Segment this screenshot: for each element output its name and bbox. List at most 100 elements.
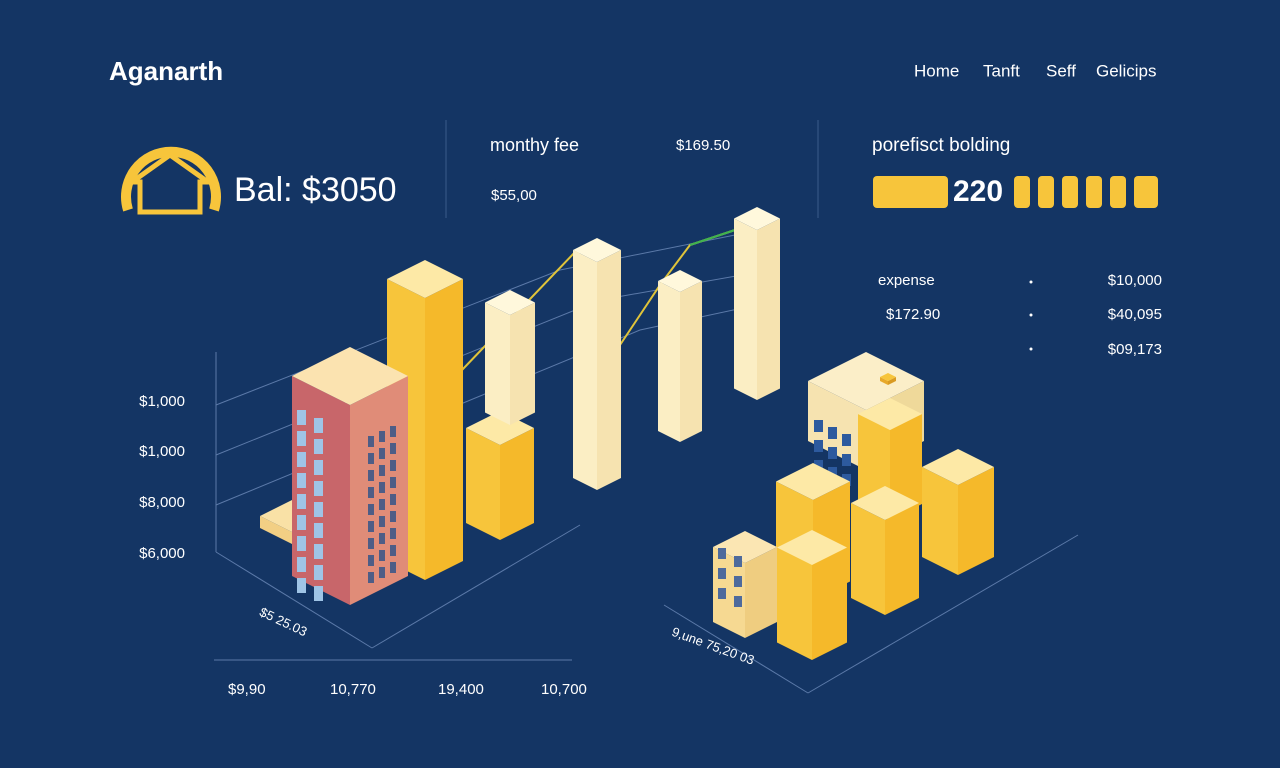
bar xyxy=(922,467,958,575)
window xyxy=(297,536,306,551)
window xyxy=(297,452,306,467)
building xyxy=(808,352,924,410)
expense-amount: $09,173 xyxy=(1108,341,1162,358)
window xyxy=(379,482,385,493)
bar xyxy=(858,398,922,430)
building xyxy=(713,531,777,563)
bar xyxy=(485,290,535,315)
bar xyxy=(922,449,994,485)
base xyxy=(260,516,300,548)
balance: Bal: $3050 xyxy=(234,171,397,209)
window xyxy=(368,521,374,532)
building-value: 220 xyxy=(953,175,1003,208)
window xyxy=(368,487,374,498)
bar xyxy=(500,428,534,540)
window xyxy=(379,567,385,578)
x-label: 10,700 xyxy=(541,681,587,698)
bar xyxy=(776,463,850,500)
x-label: 19,400 xyxy=(438,681,484,698)
bar xyxy=(812,547,847,660)
window xyxy=(734,556,742,567)
bar xyxy=(680,281,702,442)
window xyxy=(368,504,374,515)
y-label: $1,000 xyxy=(139,443,185,460)
bar xyxy=(734,207,780,230)
window xyxy=(379,465,385,476)
window xyxy=(390,460,396,471)
window xyxy=(368,436,374,447)
window xyxy=(842,434,851,446)
bar xyxy=(485,302,510,425)
bar xyxy=(425,279,463,580)
nav-link[interactable]: Home xyxy=(914,61,959,80)
building xyxy=(745,547,777,638)
window xyxy=(390,494,396,505)
window xyxy=(297,431,306,446)
bar xyxy=(466,428,500,540)
x-label: 10,770 xyxy=(330,681,376,698)
y-label: $1,000 xyxy=(139,393,185,410)
window xyxy=(828,447,837,459)
window xyxy=(297,515,306,530)
window xyxy=(297,578,306,593)
bar xyxy=(658,281,680,442)
brand: Aganarth xyxy=(109,56,223,86)
bar xyxy=(658,270,702,292)
bar xyxy=(573,238,621,262)
window xyxy=(297,473,306,488)
window xyxy=(390,528,396,539)
bar xyxy=(510,302,535,425)
window xyxy=(314,439,323,454)
y-label: $8,000 xyxy=(139,494,185,511)
window xyxy=(368,453,374,464)
bar xyxy=(777,547,812,660)
expense-amount: $10,000 xyxy=(1108,272,1162,289)
window xyxy=(390,511,396,522)
window xyxy=(379,550,385,561)
building xyxy=(292,347,408,405)
window xyxy=(718,568,726,579)
detail xyxy=(880,377,888,385)
window xyxy=(734,576,742,587)
nav-link[interactable]: Seff xyxy=(1046,61,1076,80)
window xyxy=(314,481,323,496)
window xyxy=(314,565,323,580)
bar xyxy=(387,260,463,298)
window xyxy=(314,418,323,433)
bar xyxy=(734,218,757,400)
bar xyxy=(851,486,919,520)
building-label: porefisct bolding xyxy=(872,135,1010,156)
window xyxy=(718,588,726,599)
window xyxy=(314,523,323,538)
dots xyxy=(1029,280,1033,351)
window xyxy=(314,460,323,475)
x-label: $9,90 xyxy=(228,681,266,698)
window xyxy=(828,427,837,439)
balance-icon xyxy=(121,146,221,215)
window xyxy=(390,477,396,488)
nav-link[interactable]: Tanft xyxy=(983,61,1020,80)
window xyxy=(314,586,323,601)
bar xyxy=(757,218,780,400)
window xyxy=(390,562,396,573)
trend-line xyxy=(461,229,736,371)
window xyxy=(390,443,396,454)
bar xyxy=(851,503,885,615)
window xyxy=(297,557,306,572)
detail xyxy=(888,377,896,385)
fee-amount: $169.50 xyxy=(676,137,730,154)
bar xyxy=(885,503,919,615)
expense-title: expense xyxy=(878,272,935,289)
window xyxy=(314,502,323,517)
window xyxy=(734,596,742,607)
window xyxy=(842,454,851,466)
window xyxy=(368,555,374,566)
y-label: $6,000 xyxy=(139,545,185,562)
nav-link[interactable]: Gelicips xyxy=(1096,61,1156,80)
expense-amount: $40,095 xyxy=(1108,306,1162,323)
bar xyxy=(777,530,847,565)
window xyxy=(390,545,396,556)
